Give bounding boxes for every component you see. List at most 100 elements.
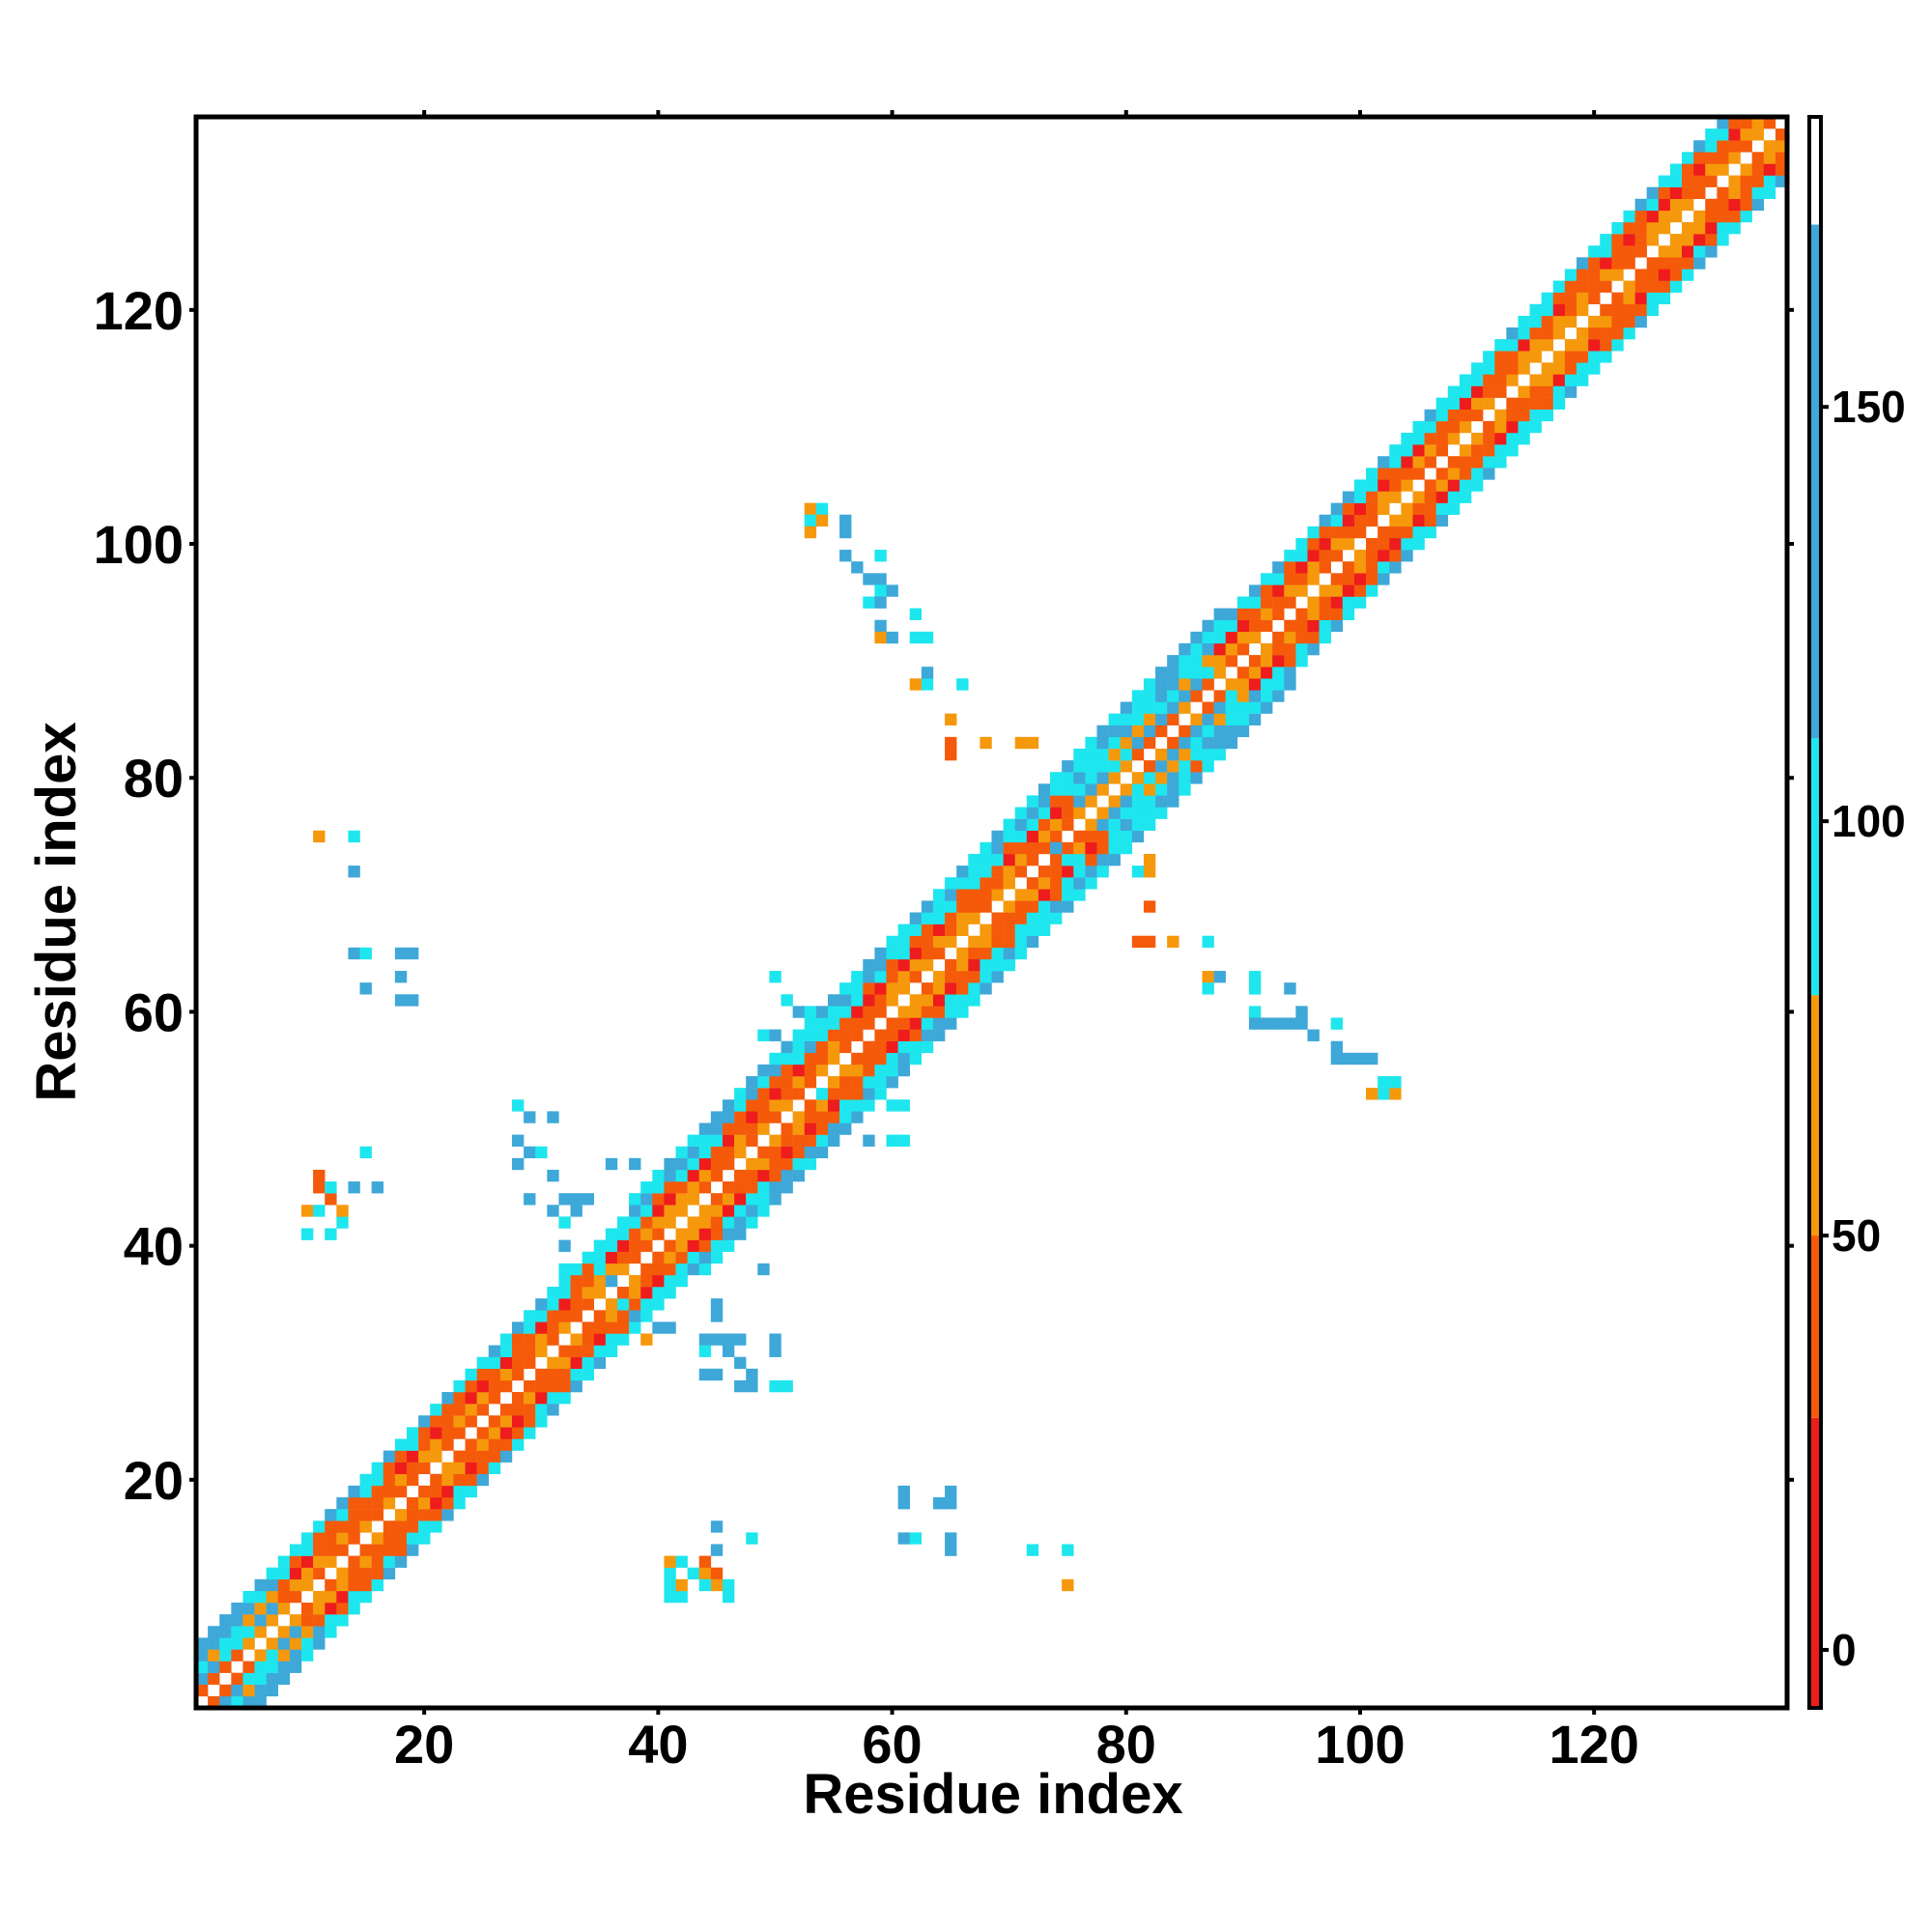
- heatmap-cell: [1213, 667, 1226, 679]
- heatmap-cell: [710, 1122, 724, 1135]
- heatmap-cell: [1108, 807, 1121, 819]
- heatmap-cell: [348, 1520, 360, 1533]
- heatmap-cell: [313, 1555, 326, 1568]
- heatmap-cell: [897, 1017, 910, 1030]
- heatmap-cell: [921, 1040, 934, 1054]
- heatmap-cell: [254, 1649, 267, 1662]
- heatmap-cell: [909, 912, 923, 924]
- heatmap-cell: [980, 971, 992, 983]
- heatmap-cell: [1284, 584, 1296, 597]
- heatmap-cell: [1541, 327, 1554, 340]
- heatmap-cell: [1307, 561, 1320, 574]
- heatmap-cell: [465, 1368, 477, 1381]
- heatmap-cell: [804, 1052, 817, 1065]
- heatmap-cell: [1389, 491, 1402, 503]
- heatmap-cell: [664, 1193, 676, 1206]
- heatmap-cell: [991, 923, 1004, 936]
- heatmap-cell: [1435, 514, 1449, 527]
- heatmap-cell: [1389, 561, 1402, 574]
- heatmap-cell: [1412, 468, 1425, 480]
- heatmap-cell: [769, 1064, 781, 1077]
- heatmap-cell: [968, 935, 980, 949]
- heatmap-cell: [675, 1169, 688, 1182]
- heatmap-cell: [675, 1181, 688, 1194]
- heatmap-cell: [804, 1017, 817, 1030]
- heatmap-cell: [1518, 327, 1530, 340]
- colorbar-band: [1809, 995, 1821, 1236]
- heatmap-cell: [1471, 409, 1484, 422]
- heatmap-cell: [956, 947, 969, 960]
- heatmap-cell: [196, 1672, 209, 1686]
- heatmap-cell: [418, 1438, 431, 1451]
- heatmap-cell: [300, 1637, 314, 1650]
- heatmap-cell: [1213, 701, 1226, 714]
- heatmap-cell: [1353, 584, 1367, 597]
- heatmap-cell: [815, 1111, 829, 1123]
- heatmap-cell: [547, 1333, 559, 1346]
- heatmap-cell: [1330, 502, 1344, 515]
- heatmap-cell: [1564, 303, 1577, 317]
- heatmap-cell: [441, 1473, 454, 1487]
- heatmap-cell: [1646, 257, 1660, 270]
- heatmap-cell: [441, 1497, 454, 1510]
- heatmap-cell: [1108, 713, 1121, 725]
- heatmap-cell: [1003, 912, 1015, 924]
- heatmap-cell: [1073, 841, 1086, 855]
- heatmap-cell: [394, 994, 408, 1007]
- heatmap-cell: [815, 1088, 829, 1100]
- heatmap-cell: [851, 561, 864, 574]
- heatmap-cell: [1412, 420, 1425, 434]
- heatmap-cell: [1693, 152, 1706, 164]
- heatmap-cell: [1378, 537, 1390, 551]
- heatmap-cell: [1705, 128, 1718, 141]
- heatmap-cell: [1634, 234, 1647, 246]
- heatmap-cell: [710, 1239, 724, 1252]
- heatmap-cell: [547, 1205, 559, 1217]
- heatmap-cell: [968, 866, 980, 878]
- heatmap-cell: [348, 1497, 360, 1510]
- heatmap-cell: [1120, 713, 1133, 725]
- heatmap-cell: [1202, 631, 1214, 644]
- heatmap-cell: [1552, 303, 1566, 317]
- heatmap-cell: [1634, 315, 1647, 328]
- heatmap-cell: [781, 1064, 793, 1077]
- heatmap-cell: [945, 877, 957, 890]
- heatmap-cell: [535, 1404, 548, 1416]
- heatmap-cell: [476, 1462, 489, 1475]
- heatmap-cell: [359, 1544, 372, 1556]
- heatmap-cell: [1073, 830, 1086, 843]
- heatmap-cell: [1261, 655, 1273, 668]
- heatmap-cell: [1682, 198, 1694, 212]
- heatmap-cell: [1295, 619, 1308, 633]
- heatmap-cell: [1248, 608, 1262, 620]
- heatmap-cell: [722, 1205, 735, 1217]
- heatmap-cell: [1155, 678, 1168, 691]
- y-tick-label: 20: [124, 1450, 184, 1511]
- heatmap-cell: [325, 1544, 337, 1556]
- heatmap-cell: [1003, 935, 1015, 949]
- heatmap-cell: [1435, 468, 1449, 480]
- heatmap-cell: [839, 526, 852, 539]
- heatmap-cell: [266, 1637, 279, 1650]
- heatmap-cell: [371, 1567, 384, 1580]
- heatmap-cell: [874, 1076, 887, 1089]
- heatmap-cell: [1353, 561, 1367, 574]
- heatmap-cell: [1284, 982, 1296, 995]
- heatmap-cell: [1167, 713, 1179, 725]
- heatmap-cell: [1085, 783, 1097, 796]
- heatmap-cell: [1564, 351, 1577, 363]
- heatmap-cell: [1179, 655, 1191, 668]
- heatmap-cell: [453, 1497, 466, 1510]
- heatmap-cell: [1518, 315, 1530, 328]
- heatmap-cell: [968, 958, 980, 972]
- heatmap-cell: [1108, 830, 1121, 843]
- heatmap-cell: [1307, 1029, 1320, 1041]
- heatmap-cell: [1037, 841, 1051, 855]
- heatmap-cell: [1073, 772, 1086, 784]
- heatmap-cell: [1248, 655, 1262, 668]
- heatmap-cell: [629, 1310, 641, 1322]
- heatmap-cell: [1050, 866, 1063, 878]
- heatmap-cell: [956, 678, 969, 691]
- heatmap-cell: [616, 1263, 630, 1276]
- y-tick-label: 60: [124, 981, 184, 1042]
